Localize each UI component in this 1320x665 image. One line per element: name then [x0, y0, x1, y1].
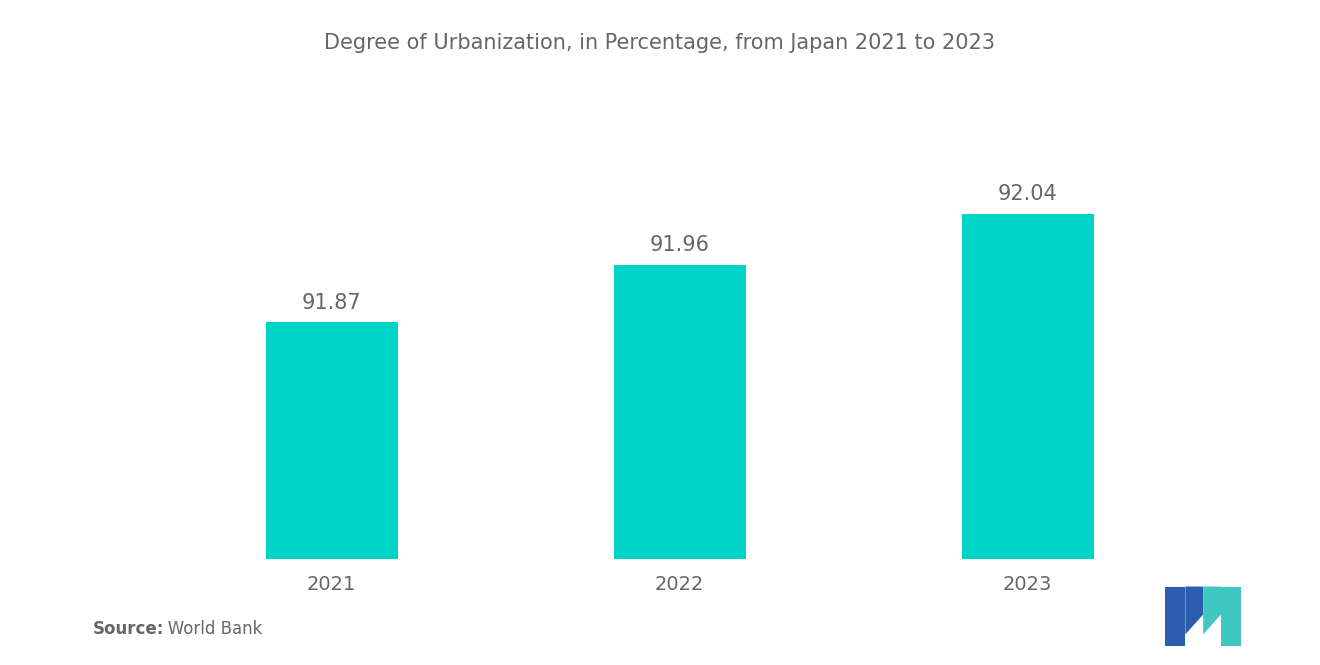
- Polygon shape: [1221, 587, 1241, 646]
- Polygon shape: [1185, 587, 1203, 634]
- Text: 92.04: 92.04: [998, 184, 1057, 204]
- Text: World Bank: World Bank: [152, 620, 263, 638]
- Text: 91.96: 91.96: [649, 235, 710, 255]
- Polygon shape: [1166, 587, 1185, 646]
- Text: Source:: Source:: [92, 620, 164, 638]
- Polygon shape: [1203, 587, 1221, 634]
- Bar: [962, 214, 1094, 559]
- Bar: [614, 265, 746, 559]
- Text: Degree of Urbanization, in Percentage, from Japan 2021 to 2023: Degree of Urbanization, in Percentage, f…: [325, 33, 995, 53]
- Text: 91.87: 91.87: [302, 293, 362, 313]
- Bar: [265, 323, 397, 559]
